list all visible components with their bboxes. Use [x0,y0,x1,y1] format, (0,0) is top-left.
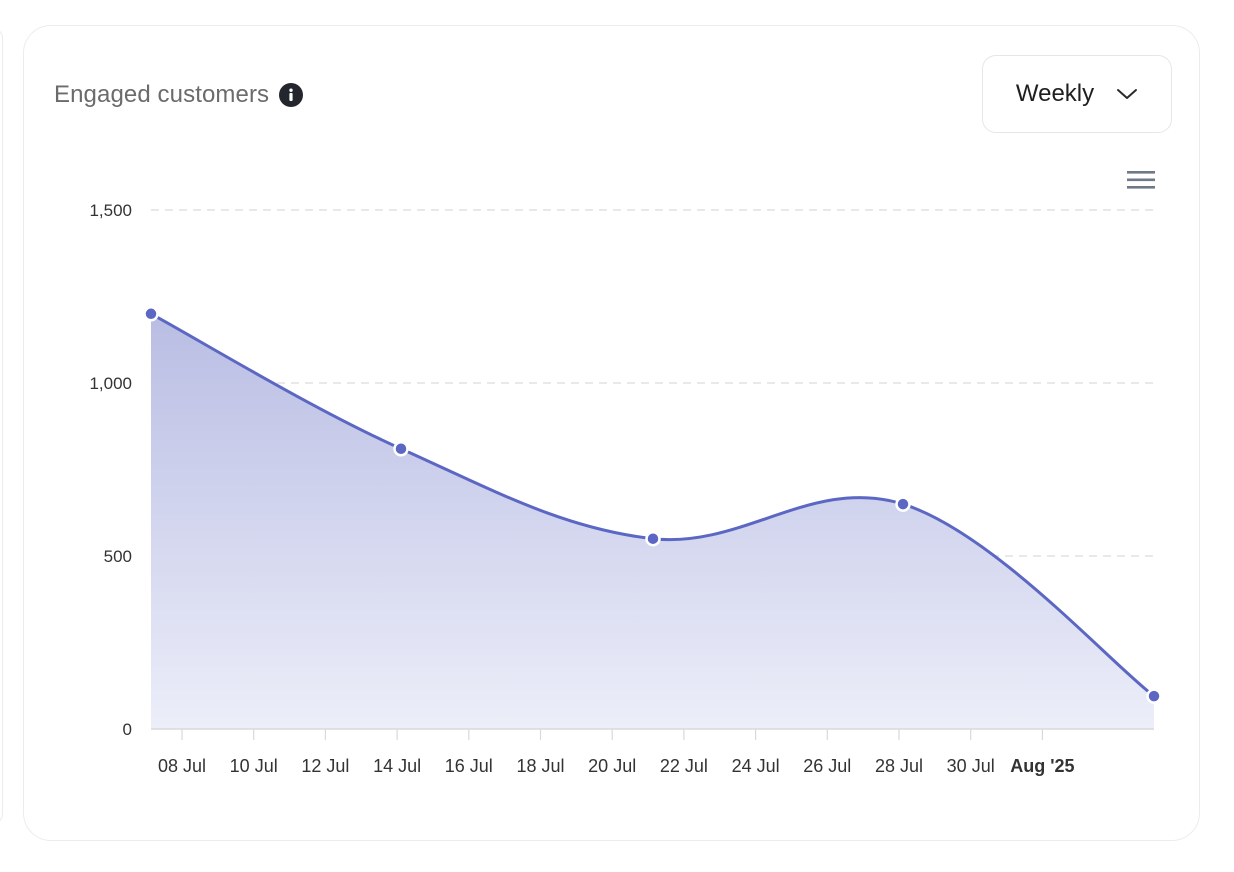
x-tick-label: 26 Jul [803,756,851,776]
y-tick-label: 500 [104,547,132,566]
data-point[interactable] [143,306,159,322]
data-point[interactable] [393,440,409,457]
info-icon[interactable] [279,83,304,107]
area-fill [151,313,1154,729]
x-tick-label: Aug '25 [1010,756,1074,776]
x-tick-label: 10 Jul [230,756,278,776]
card-title: Engaged customers [54,81,270,108]
x-tick-label: 20 Jul [588,756,636,776]
x-axis-labels: 08 Jul 10 Jul 12 Jul 14 Jul 16 Jul 18 Jul 20 J… [158,756,1075,776]
data-point[interactable] [645,530,661,547]
chevron-down-icon [1117,89,1138,99]
x-tick-label: 28 Jul [875,756,923,776]
hamburger-menu-icon[interactable] [1127,170,1155,190]
x-tick-label: 16 Jul [445,756,493,776]
period-dropdown[interactable]: Weekly [982,55,1172,133]
x-tick-label: 18 Jul [516,756,564,776]
data-point[interactable] [1146,688,1162,704]
x-tick-label: 22 Jul [660,756,708,776]
x-axis-ticks [181,729,1044,740]
data-point[interactable] [895,496,911,512]
x-tick-label: 08 Jul [158,756,206,776]
y-tick-label: 0 [123,720,132,739]
data-points [143,306,1162,704]
x-tick-label: 30 Jul [947,756,995,776]
y-axis-labels: 0 500 1,000 1,500 [89,201,132,739]
period-dropdown-value: Weekly [1015,80,1095,107]
x-tick-label: 24 Jul [732,756,780,776]
y-tick-label: 1,500 [89,201,132,220]
x-tick-label: 12 Jul [301,756,349,776]
y-tick-label: 1,000 [89,374,132,393]
x-tick-label: 14 Jul [373,756,421,776]
card-header: Engaged customers [54,80,304,110]
